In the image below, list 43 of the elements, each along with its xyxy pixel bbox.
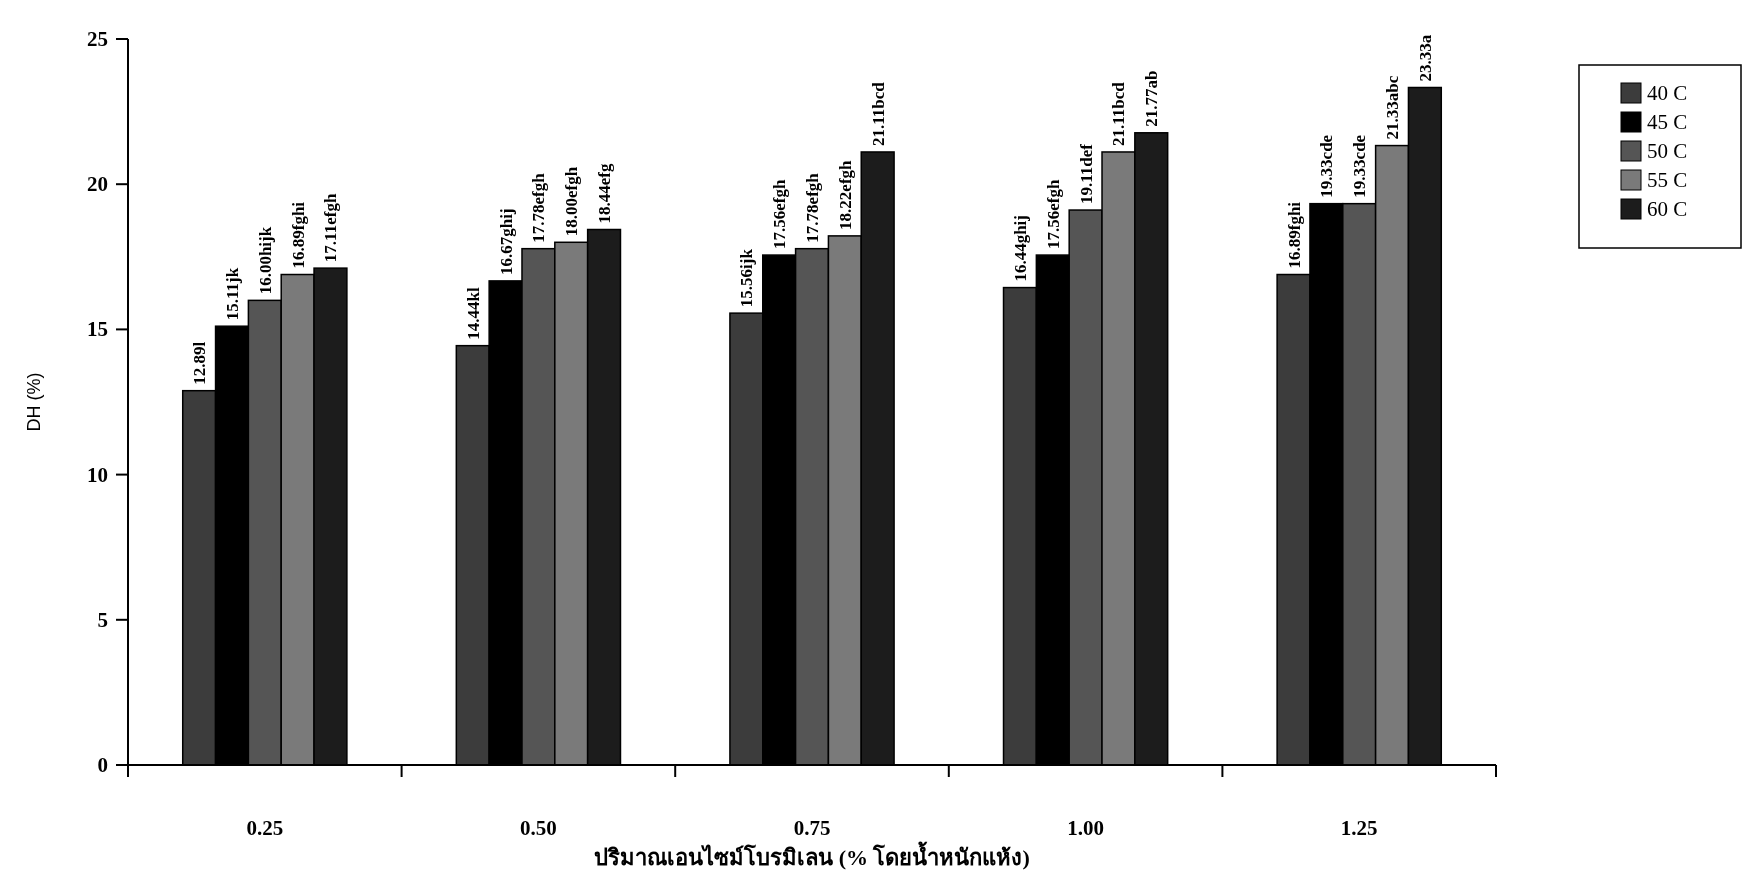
data-label: 21.11bcd bbox=[1109, 81, 1129, 146]
data-label: 16.00hijk bbox=[255, 226, 275, 295]
data-label: 16.89fghi bbox=[1284, 201, 1304, 269]
x-axis-title: ปริมาณเอนไซม์โบรมิเลน (% โดยน้ำหนักแห้ง) bbox=[594, 841, 1030, 870]
y-tick-label: 0 bbox=[97, 753, 108, 777]
y-tick-label: 10 bbox=[87, 462, 108, 487]
data-label: 15.11jk bbox=[222, 267, 242, 321]
data-label: 12.89l bbox=[190, 341, 210, 385]
data-label: 16.89fghi bbox=[288, 201, 308, 269]
data-label: 21.33abc bbox=[1383, 75, 1403, 140]
data-label: 17.11efgh bbox=[321, 193, 341, 263]
legend-label: 45 C bbox=[1647, 110, 1688, 134]
y-tick-label: 15 bbox=[87, 317, 108, 342]
legend-label: 60 C bbox=[1647, 197, 1688, 221]
data-label: 17.56efgh bbox=[1043, 179, 1063, 250]
data-label: 19.33cde bbox=[1317, 134, 1337, 198]
legend-label: 50 C bbox=[1647, 139, 1688, 163]
y-tick-label: 5 bbox=[97, 607, 108, 632]
data-label: 19.11def bbox=[1076, 143, 1096, 205]
data-label: 16.44ghij bbox=[1010, 214, 1030, 282]
x-tick-label: 1.25 bbox=[1340, 816, 1378, 840]
y-tick-label: 25 bbox=[87, 27, 108, 51]
x-tick-label: 0.50 bbox=[520, 816, 557, 840]
data-label: 15.56ijk bbox=[737, 248, 757, 308]
data-label: 18.44efg bbox=[595, 163, 615, 224]
data-label: 21.11bcd bbox=[868, 81, 888, 146]
data-label: 17.78efgh bbox=[529, 172, 549, 243]
y-tick-label: 20 bbox=[87, 172, 108, 197]
data-label: 21.77ab bbox=[1142, 70, 1162, 127]
data-label: 14.44kl bbox=[463, 286, 483, 340]
data-label: 18.00efgh bbox=[562, 166, 582, 237]
data-label: 18.22efgh bbox=[835, 159, 855, 230]
x-tick-label: 0.25 bbox=[246, 816, 284, 840]
data-label: 23.33a bbox=[1415, 34, 1435, 82]
y-axis-title: DH (%) bbox=[24, 372, 44, 432]
data-label: 17.78efgh bbox=[803, 172, 822, 243]
data-label: 19.33cde bbox=[1350, 134, 1370, 198]
x-tick-label: 1.00 bbox=[1067, 816, 1104, 840]
data-label: 17.56efgh bbox=[770, 179, 790, 250]
legend-label: 55 C bbox=[1647, 168, 1688, 192]
x-tick-label: 0.75 bbox=[793, 816, 831, 840]
legend-label: 40 C bbox=[1647, 81, 1688, 105]
data-label: 16.67ghij bbox=[496, 208, 516, 275]
